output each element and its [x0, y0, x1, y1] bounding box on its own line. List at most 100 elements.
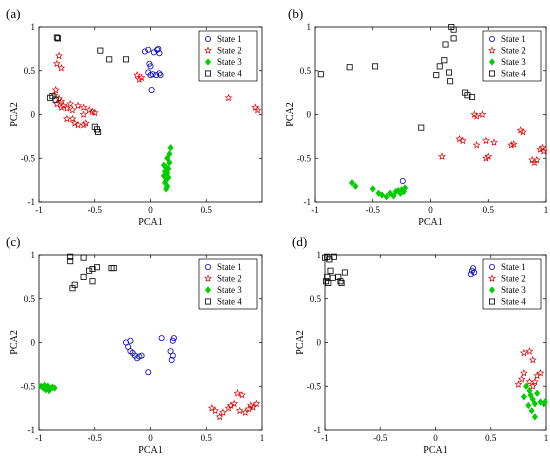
data-point [445, 69, 452, 76]
legend-marker [488, 263, 495, 270]
legend-entry: State 4 [217, 69, 242, 79]
x-axis-label: PCA1 [138, 217, 162, 228]
data-point [79, 110, 88, 118]
data-point [89, 278, 96, 285]
legend-marker [204, 298, 211, 305]
x-tick-label: 0 [148, 433, 153, 443]
data-point [528, 355, 537, 364]
series-state-2 [207, 389, 261, 421]
data-point [156, 70, 163, 77]
data-point [69, 285, 76, 292]
data-point [538, 143, 547, 152]
data-point [68, 106, 77, 114]
data-point [211, 406, 220, 415]
data-point [80, 254, 87, 261]
data-point [531, 400, 538, 408]
data-point [482, 136, 490, 145]
data-point [450, 26, 457, 33]
data-point [541, 398, 548, 406]
data-point [514, 380, 523, 388]
legend-entry: State 3 [217, 285, 242, 295]
legend-entry: State 2 [217, 274, 242, 284]
panel-label: (d) [292, 234, 307, 249]
data-point [472, 112, 481, 120]
y-axis-label: PCA2 [295, 330, 306, 354]
data-point [520, 393, 527, 401]
x-tick-label: 1 [544, 205, 549, 215]
data-point [147, 63, 154, 70]
data-point [467, 271, 474, 278]
y-axis-label: PCA2 [9, 330, 20, 354]
data-point [442, 41, 449, 48]
data-point [327, 267, 334, 274]
data-point [137, 73, 146, 82]
legend-entry: State 4 [217, 297, 242, 307]
y-tick-label: -1 [314, 425, 322, 435]
data-point [375, 189, 382, 197]
data-point [471, 269, 478, 276]
legend-box [482, 258, 542, 310]
panel-label: (b) [288, 6, 303, 21]
data-point [134, 355, 141, 362]
panel-3: (c) -1 -0.5 0 0.5 1 -1 -0.5 0 0.5 1 PCA1 PCA2 State 1… [6, 234, 264, 456]
data-point [148, 87, 155, 94]
data-point [146, 60, 153, 67]
data-point [138, 352, 145, 359]
data-point [57, 97, 66, 105]
y-tick-label: 1 [307, 22, 312, 32]
data-point [352, 182, 359, 190]
data-point [51, 384, 58, 392]
legend-marker [204, 70, 211, 77]
data-point [57, 64, 66, 72]
data-point [97, 47, 104, 54]
legend-entry: State 1 [217, 34, 242, 44]
data-point [224, 93, 233, 102]
data-point [166, 150, 173, 158]
data-point [472, 141, 481, 149]
x-tick-label: -0.5 [88, 205, 103, 215]
legend-entry: State 4 [501, 297, 526, 307]
data-point [157, 72, 164, 79]
x-tick-label: 1 [260, 433, 265, 443]
data-point [337, 278, 344, 285]
series-state-1 [399, 177, 406, 184]
data-point [433, 72, 440, 79]
data-point [145, 369, 152, 376]
x-tick-label: -0.5 [366, 205, 381, 215]
panel-4: (d) -1 -0.5 0 0.5 1 -1 -0.5 0 0.5 1 PCA1 PCA2 State 1… [292, 234, 548, 456]
data-point [233, 389, 242, 397]
legend-entry: State 1 [501, 34, 526, 44]
y-axis-label: PCA2 [285, 102, 296, 126]
data-point [458, 136, 467, 145]
legend-entry: State 1 [217, 262, 242, 272]
data-point [106, 56, 113, 63]
legend-entry: State 4 [501, 69, 526, 79]
data-point [348, 179, 355, 187]
data-point [469, 94, 476, 101]
data-point [402, 184, 409, 192]
y-tick-label: 0 [317, 338, 322, 348]
data-point [164, 154, 171, 162]
legend-marker [204, 274, 212, 282]
data-point [168, 356, 175, 363]
legend-box [198, 258, 258, 310]
data-point [528, 382, 537, 390]
data-point [539, 147, 548, 155]
data-point [57, 103, 66, 111]
legend-marker [488, 36, 495, 43]
data-point [390, 192, 397, 200]
legend-marker [488, 274, 496, 282]
x-tick-label: 0.5 [201, 205, 213, 215]
data-point [528, 407, 535, 415]
data-point [145, 46, 152, 53]
series-state-4 [317, 23, 476, 131]
data-point [253, 106, 262, 114]
x-tick-label: 0.5 [483, 205, 495, 215]
y-tick-label: -1 [28, 425, 36, 435]
y-tick-label: 1 [317, 250, 322, 260]
data-point [53, 34, 60, 41]
x-tick-label: 0 [428, 205, 433, 215]
